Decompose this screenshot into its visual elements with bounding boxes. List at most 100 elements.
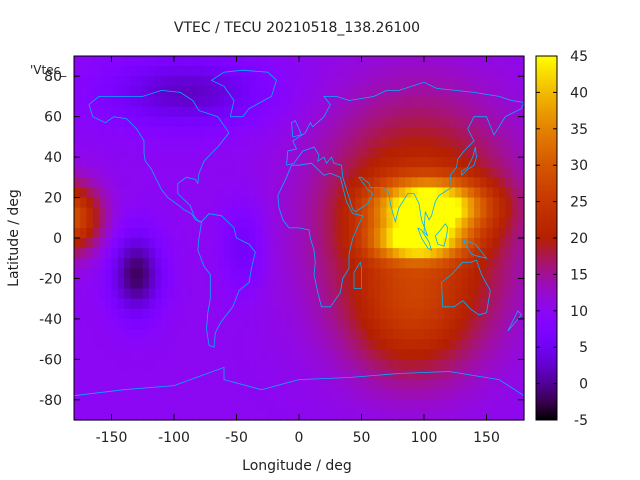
heatmap-cell: [111, 207, 119, 219]
heatmap-cell: [411, 86, 419, 98]
heatmap-cell: [374, 359, 381, 371]
heatmap-cell: [142, 167, 150, 178]
heatmap-cell: [299, 369, 306, 381]
heatmap-cell: [224, 106, 231, 118]
heatmap-cell: [211, 197, 219, 209]
heatmap-cell: [399, 339, 406, 350]
heatmap-cell: [99, 339, 106, 350]
heatmap-cell: [380, 278, 388, 290]
heatmap-cell: [74, 76, 81, 87]
coastline-overlay: [73, 69, 525, 397]
heatmap-cell: [336, 227, 344, 239]
heatmap-cell: [342, 147, 350, 158]
heatmap-cell: [230, 207, 238, 219]
heatmap-cell: [267, 76, 275, 87]
heatmap-cell: [136, 116, 144, 128]
heatmap-cell: [99, 288, 106, 300]
heatmap-cell: [511, 409, 519, 421]
heatmap-cell: [242, 258, 250, 269]
heatmap-cell: [236, 389, 244, 401]
heatmap-cell: [86, 217, 94, 229]
heatmap-cell: [311, 278, 319, 290]
heatmap-cell: [261, 379, 269, 391]
heatmap-cell: [286, 308, 294, 320]
y-tick-label: 40: [44, 150, 62, 166]
heatmap-cell: [511, 248, 519, 259]
heatmap-cell: [511, 86, 519, 98]
heatmap-cell: [317, 258, 325, 269]
heatmap-cell: [274, 106, 281, 118]
heatmap-cell: [236, 167, 244, 178]
heatmap-cell: [199, 278, 206, 290]
heatmap-cell: [299, 76, 306, 87]
heatmap-cell: [161, 268, 169, 280]
heatmap-cell: [442, 379, 450, 391]
heatmap-cell: [386, 258, 394, 269]
heatmap-cell: [111, 248, 119, 259]
heatmap-cell: [399, 76, 406, 87]
heatmap-cell: [86, 187, 94, 199]
heatmap-cell: [255, 167, 263, 178]
heatmap-cell: [111, 379, 119, 391]
heatmap-cell: [205, 197, 213, 209]
heatmap-cell: [155, 56, 163, 67]
heatmap-cell: [436, 147, 444, 158]
heatmap-cell: [474, 278, 481, 290]
heatmap-cell: [292, 389, 300, 401]
heatmap-cell: [280, 167, 288, 178]
heatmap-cell: [99, 318, 106, 330]
heatmap-cell: [149, 207, 156, 219]
heatmap-cell: [174, 409, 181, 421]
heatmap-cell: [136, 278, 144, 290]
heatmap-cell: [211, 278, 219, 290]
heatmap-cell: [374, 106, 381, 118]
heatmap-cell: [80, 187, 88, 199]
heatmap-cell: [342, 116, 350, 128]
heatmap-cell: [299, 238, 306, 249]
heatmap-cell: [205, 147, 213, 158]
heatmap-cell: [224, 96, 231, 108]
heatmap-cell: [280, 126, 288, 138]
heatmap-cell: [242, 399, 250, 411]
heatmap-cell: [292, 217, 300, 229]
heatmap-cell: [149, 217, 156, 229]
heatmap-cell: [211, 359, 219, 371]
heatmap-cell: [349, 147, 356, 158]
heatmap-cell: [361, 298, 369, 310]
heatmap-cell: [249, 227, 256, 239]
heatmap-cell: [480, 167, 488, 178]
heatmap-cell: [436, 56, 444, 67]
heatmap-cell: [224, 227, 231, 239]
heatmap-cell: [74, 369, 81, 381]
heatmap-cell: [142, 147, 150, 158]
heatmap-cell: [349, 409, 356, 421]
heatmap-cell: [367, 116, 375, 128]
heatmap-cell: [174, 258, 181, 269]
heatmap-cell: [161, 359, 169, 371]
heatmap-cell: [105, 288, 113, 300]
heatmap-cell: [399, 379, 406, 391]
heatmap-cell: [86, 147, 94, 158]
heatmap-cell: [92, 248, 100, 259]
heatmap-cell: [367, 106, 375, 118]
heatmap-cell: [249, 217, 256, 229]
heatmap-cell: [205, 177, 213, 189]
heatmap-cell: [355, 399, 363, 411]
heatmap-cell: [417, 278, 425, 290]
heatmap-cell: [74, 409, 81, 421]
x-axis-ticks: -150 -100 -50 0 50 100 150: [96, 56, 500, 446]
heatmap-cell: [367, 86, 375, 98]
heatmap-cell: [211, 248, 219, 259]
heatmap-cell: [261, 409, 269, 421]
heatmap-cell: [149, 106, 156, 118]
heatmap-cell: [261, 349, 269, 360]
heatmap-cell: [255, 126, 263, 138]
heatmap-cell: [336, 197, 344, 209]
heatmap-cell: [199, 288, 206, 300]
heatmap-cell: [155, 318, 163, 330]
heatmap-cell: [167, 359, 175, 371]
heatmap-cell: [517, 389, 525, 401]
heatmap-cell: [355, 56, 363, 67]
heatmap-cell: [424, 76, 431, 87]
heatmap-cell: [261, 288, 269, 300]
